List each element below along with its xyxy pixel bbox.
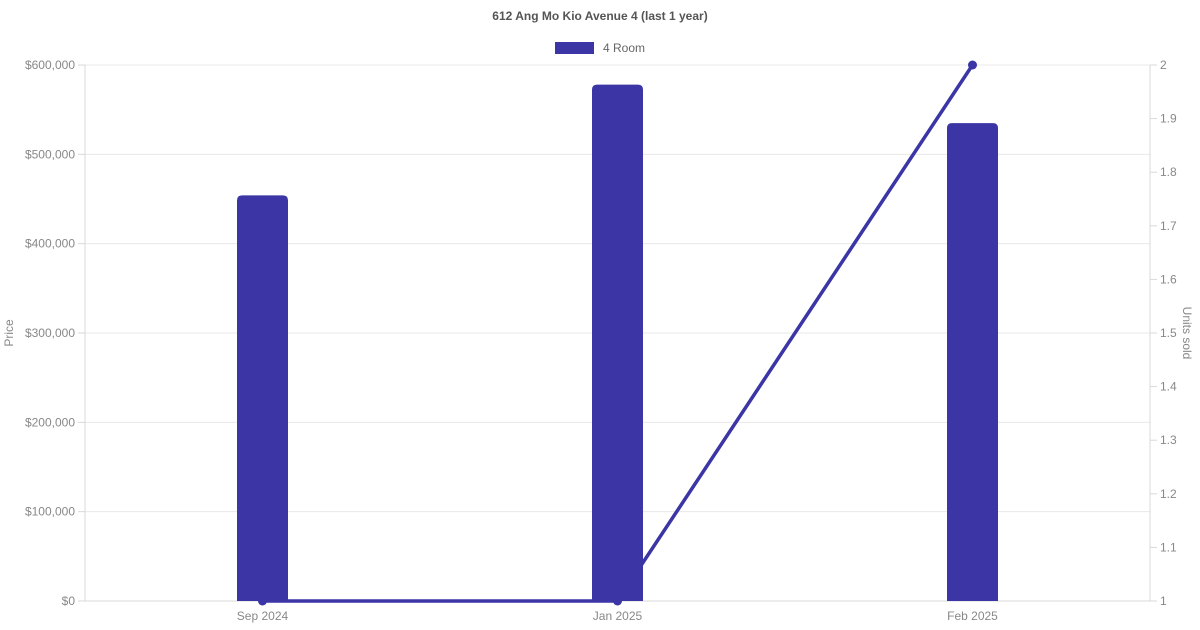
right-axis-tick-label: 1.1 bbox=[1160, 540, 1177, 554]
legend-item-4-room[interactable]: 4 Room bbox=[554, 41, 646, 55]
right-axis-tick-label: 1.7 bbox=[1160, 219, 1177, 233]
legend-label: 4 Room bbox=[602, 41, 646, 55]
left-axis-tick-label: $0 bbox=[62, 594, 76, 608]
units-sold-point-jan-2025[interactable] bbox=[613, 596, 622, 606]
left-axis-tick-label: $400,000 bbox=[25, 237, 75, 251]
left-axis-tick-label: $300,000 bbox=[25, 326, 75, 340]
legend-swatch bbox=[554, 42, 594, 54]
right-axis-tick-label: 1 bbox=[1160, 594, 1167, 608]
right-axis-tick-label: 1.2 bbox=[1160, 487, 1177, 501]
x-axis-label: Sep 2024 bbox=[237, 609, 289, 623]
left-axis-tick-label: $100,000 bbox=[25, 505, 75, 519]
right-axis-tick-label: 1.9 bbox=[1160, 112, 1177, 126]
x-axis-label: Jan 2025 bbox=[593, 609, 643, 623]
right-axis-tick-label: 1.5 bbox=[1160, 326, 1177, 340]
x-axis-label: Feb 2025 bbox=[947, 609, 998, 623]
bar-feb-2025[interactable] bbox=[947, 123, 998, 602]
left-axis-tick-label: $500,000 bbox=[25, 147, 75, 161]
units-sold-point-feb-2025[interactable] bbox=[968, 60, 977, 70]
bar-jan-2025[interactable] bbox=[592, 84, 643, 602]
left-axis-tick-label: $200,000 bbox=[25, 415, 75, 429]
units-sold-point-sep-2024[interactable] bbox=[258, 596, 267, 606]
right-axis-tick-label: 1.6 bbox=[1160, 272, 1177, 286]
bar-sep-2024[interactable] bbox=[237, 195, 288, 601]
left-axis-tick-label: $600,000 bbox=[25, 58, 75, 72]
chart-title: 612 Ang Mo Kio Avenue 4 (last 1 year) bbox=[492, 9, 708, 23]
legend: 4 Room bbox=[0, 41, 1200, 55]
right-axis-tick-label: 2 bbox=[1160, 58, 1167, 72]
right-axis-tick-label: 1.8 bbox=[1160, 165, 1177, 179]
right-axis-tick-label: 1.3 bbox=[1160, 433, 1177, 447]
right-axis-tick-label: 1.4 bbox=[1160, 380, 1177, 394]
